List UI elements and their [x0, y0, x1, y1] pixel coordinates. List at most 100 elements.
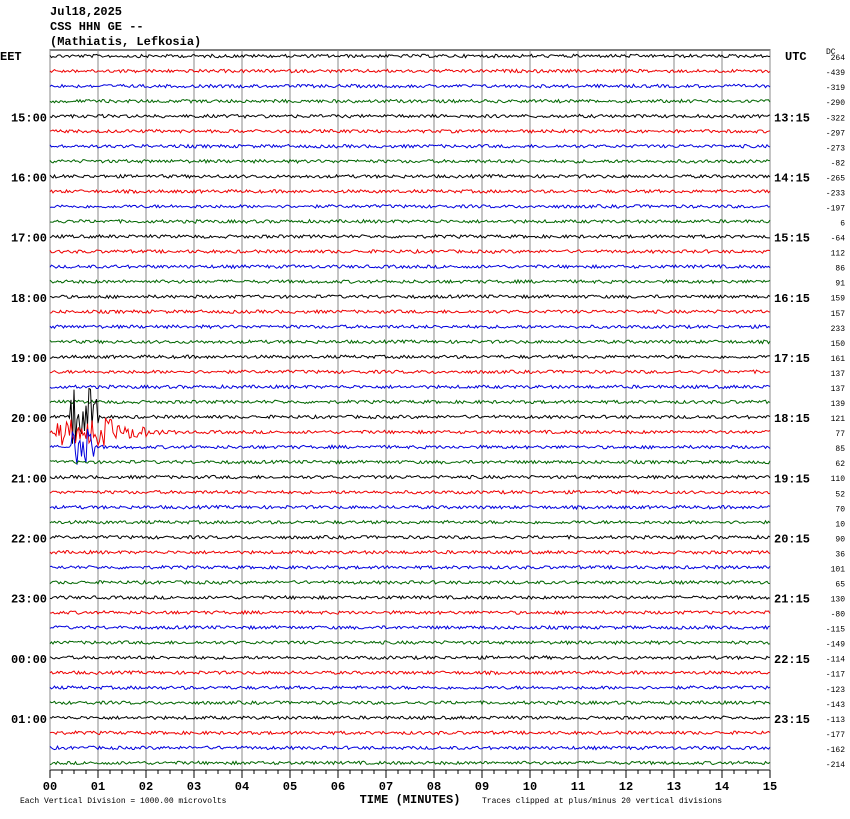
left-axis-title: EET	[0, 50, 22, 64]
trace	[49, 53, 771, 59]
dc-offset: -64	[831, 235, 846, 244]
x-tick-label: 00	[43, 780, 57, 794]
utc-label: 13:15	[774, 111, 810, 125]
footer-scale: Each Vertical Division = 1000.00 microvo…	[20, 797, 227, 806]
trace	[49, 428, 771, 465]
x-tick-label: 07	[379, 780, 393, 794]
trace	[49, 278, 771, 285]
dc-offset: -322	[826, 114, 845, 123]
utc-label: 17:15	[774, 352, 810, 366]
trace	[49, 760, 771, 766]
dc-offset: -439	[826, 69, 845, 78]
dc-offset: -149	[826, 641, 845, 650]
x-tick-label: 13	[667, 780, 681, 794]
utc-label: 16:15	[774, 292, 810, 306]
trace	[49, 504, 771, 511]
trace	[49, 339, 771, 345]
x-tick-label: 01	[91, 780, 105, 794]
dc-offset: 36	[835, 550, 845, 559]
dc-offset: 77	[835, 430, 845, 439]
dc-offset: -233	[826, 189, 845, 198]
dc-title: DC	[826, 48, 836, 57]
trace	[49, 128, 771, 134]
right-axis-title: UTC	[785, 50, 807, 64]
eet-label: 20:00	[11, 412, 47, 426]
dc-offset: -319	[826, 84, 845, 93]
eet-label: 22:00	[11, 532, 47, 546]
eet-label: 18:00	[11, 292, 47, 306]
dc-offset: 85	[835, 445, 845, 454]
dc-offset: 52	[835, 490, 845, 499]
trace	[49, 293, 771, 300]
footer-clip: Traces clipped at plus/minus 20 vertical…	[482, 797, 722, 806]
trace	[49, 83, 771, 89]
dc-offset: 264	[831, 54, 846, 63]
trace	[49, 654, 770, 661]
dc-offset: 110	[831, 475, 846, 484]
trace	[49, 218, 771, 225]
trace	[49, 670, 771, 676]
dc-offset: -290	[826, 99, 845, 108]
dc-offset: 157	[831, 310, 846, 319]
x-tick-label: 03	[187, 780, 201, 794]
trace	[49, 143, 771, 149]
dc-offset: 130	[831, 596, 846, 605]
x-tick-label: 15	[763, 780, 777, 794]
dc-offset: 137	[831, 370, 846, 379]
x-axis-title: TIME (MINUTES)	[360, 793, 461, 807]
trace	[49, 534, 771, 540]
trace	[49, 744, 771, 751]
trace	[49, 640, 771, 646]
trace	[49, 579, 771, 586]
dc-offset: 150	[831, 340, 846, 349]
dc-offset: -265	[826, 174, 845, 183]
utc-label: 14:15	[774, 171, 810, 185]
eet-label: 15:00	[11, 111, 47, 125]
eet-label: 17:00	[11, 232, 47, 246]
eet-label: 00:00	[11, 653, 47, 667]
trace	[49, 323, 771, 330]
trace	[49, 173, 771, 179]
trace	[49, 369, 770, 375]
trace	[49, 594, 771, 601]
x-tick-label: 12	[619, 780, 633, 794]
dc-offset: -80	[831, 611, 846, 620]
trace	[49, 699, 771, 706]
trace	[49, 264, 771, 270]
utc-label: 20:15	[774, 532, 810, 546]
trace	[49, 399, 771, 405]
trace	[49, 384, 771, 390]
eet-label: 23:00	[11, 593, 47, 607]
dc-offset: 159	[831, 295, 846, 304]
trace	[49, 387, 771, 444]
dc-offset: -297	[826, 129, 845, 138]
trace	[49, 354, 771, 360]
dc-offset: -214	[826, 761, 845, 770]
x-tick-label: 06	[331, 780, 345, 794]
dc-offset: 233	[831, 325, 846, 334]
trace	[49, 248, 771, 255]
dc-offset: 6	[840, 220, 845, 229]
eet-label: 01:00	[11, 713, 47, 727]
trace	[49, 474, 771, 480]
dc-offset: 161	[831, 355, 846, 364]
trace	[49, 98, 771, 104]
dc-offset: 101	[831, 565, 846, 574]
dc-offset: 10	[835, 520, 845, 529]
dc-offset: 62	[835, 460, 845, 469]
trace	[49, 489, 771, 495]
trace	[49, 308, 771, 315]
eet-label: 19:00	[11, 352, 47, 366]
utc-label: 19:15	[774, 472, 810, 486]
trace	[49, 730, 771, 736]
dc-offset: 137	[831, 385, 846, 394]
x-tick-label: 05	[283, 780, 297, 794]
trace	[49, 203, 771, 209]
header-station: CSS HHN GE --	[50, 20, 144, 34]
trace	[49, 459, 771, 465]
utc-label: 21:15	[774, 593, 810, 607]
x-tick-label: 02	[139, 780, 153, 794]
dc-offset: -273	[826, 144, 845, 153]
dc-offset: 91	[835, 280, 845, 289]
